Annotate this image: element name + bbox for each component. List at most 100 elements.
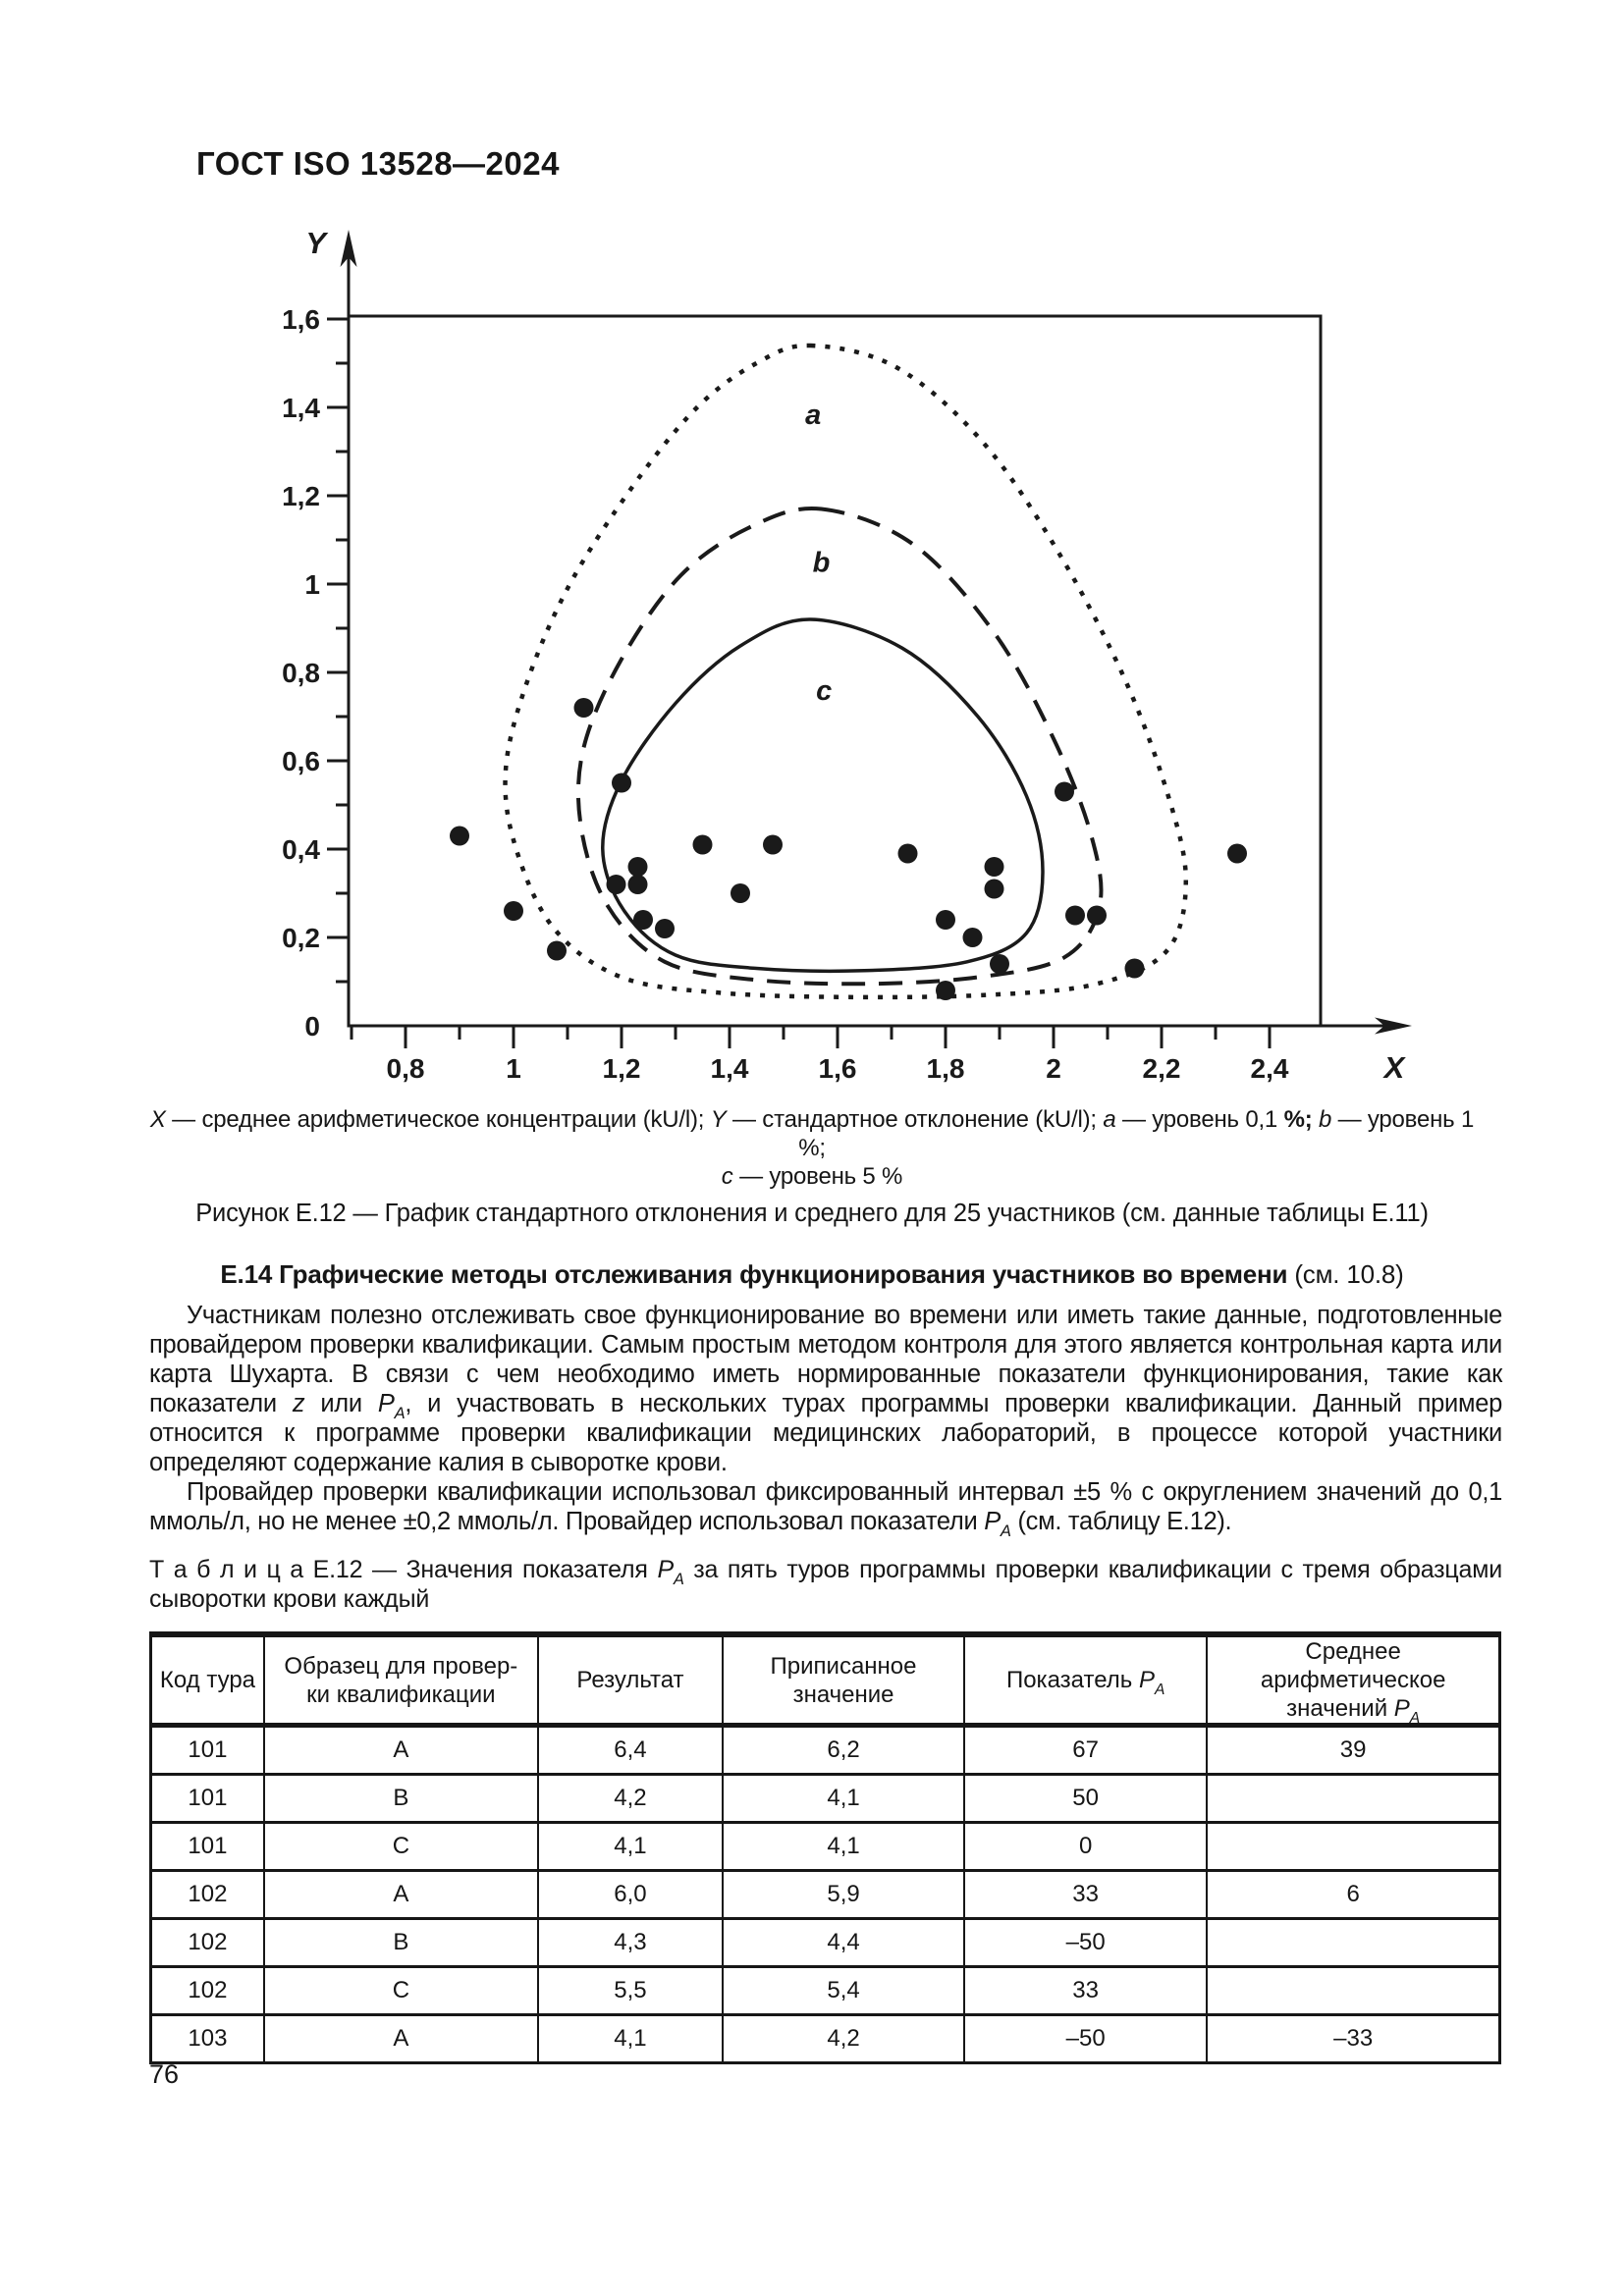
y-tick-label: 1,2 bbox=[282, 481, 320, 511]
table-cell: 6 bbox=[1206, 1869, 1501, 1920]
table-row: 102 C 5,5 5,4 33 bbox=[149, 1965, 1501, 2016]
table-cell: 6,4 bbox=[536, 1724, 725, 1776]
table-cell: A bbox=[262, 1724, 539, 1776]
data-point bbox=[1087, 905, 1107, 926]
figure-legend: X — среднее арифметическое концентрации … bbox=[135, 1105, 1489, 1191]
table-cell: 4,2 bbox=[536, 1773, 725, 1824]
table-cell: 4,1 bbox=[722, 1773, 965, 1824]
table-cell: A bbox=[262, 1869, 539, 1920]
table-cell: 33 bbox=[962, 1869, 1209, 1920]
table-cell: 4,1 bbox=[536, 2013, 725, 2064]
table-row: 103 A 4,1 4,2 –50 –33 bbox=[149, 2013, 1501, 2064]
table-header: Код тура Образец для провер-ки квалификац… bbox=[149, 1633, 1501, 1728]
table-cell: –33 bbox=[1206, 2013, 1501, 2064]
figure-title: Рисунок Е.12 — График стандартного откло… bbox=[195, 1200, 1429, 1227]
table-cell: 0 bbox=[962, 1821, 1209, 1872]
x-tick-label: 1,2 bbox=[603, 1053, 641, 1084]
figure-legend-line2: c — уровень 5 % bbox=[721, 1163, 903, 1190]
table-cell: –50 bbox=[962, 2013, 1209, 2064]
table-row: 102 A 6,0 5,9 33 6 bbox=[149, 1869, 1501, 1920]
data-point bbox=[655, 919, 675, 938]
table-cell: C bbox=[262, 1965, 539, 2016]
table-cell: 50 bbox=[962, 1773, 1209, 1824]
scatter-plot: 0 0,2 0,4 0,6 0,8 1 1,2 1,4 1,6 0,8 1 1,2 1,4 1,6 1,8 2… bbox=[282, 226, 1412, 1085]
data-point bbox=[1124, 958, 1145, 979]
figure-legend-line1: X — среднее арифметическое концентрации … bbox=[149, 1106, 1475, 1161]
contour-label-a: a bbox=[805, 400, 821, 431]
section-heading: Е.14 Графические методы отслеживания фун… bbox=[135, 1259, 1489, 1290]
contour-c bbox=[601, 617, 1045, 974]
table-cell: 4,1 bbox=[536, 1821, 725, 1872]
y-tick-label: 1,6 bbox=[282, 304, 320, 335]
y-tick-label: 0,2 bbox=[282, 923, 320, 953]
table-cell: 102 bbox=[149, 1869, 265, 1920]
table-caption: Т а б л и ц а Е.12 — Значения показателя… bbox=[149, 1556, 1502, 1613]
table-cell: 6,0 bbox=[536, 1869, 725, 1920]
table-e12: Код тура Образец для провер-ки квалификац… bbox=[149, 1631, 1501, 2064]
data-point bbox=[897, 843, 918, 864]
table-header-row: Код тура Образец для провер-ки квалификац… bbox=[149, 1633, 1501, 1728]
data-point bbox=[763, 834, 783, 855]
data-point bbox=[936, 981, 955, 1000]
data-point bbox=[1227, 843, 1247, 864]
y-tick-label: 1,4 bbox=[282, 393, 320, 423]
table-header-cell: Показатель PA bbox=[962, 1633, 1209, 1728]
x-tick-label: 2 bbox=[1046, 1053, 1061, 1084]
table-body: 101 A 6,4 6,2 67 39 101 B 4,2 4,1 50 101 C 4,1 4,1 0 102… bbox=[149, 1724, 1501, 2064]
x-tick-label: 1,8 bbox=[927, 1053, 965, 1084]
table-cell: 33 bbox=[962, 1965, 1209, 2016]
table-header-cell: Результат bbox=[536, 1633, 725, 1728]
x-tick-label: 0,8 bbox=[387, 1053, 425, 1084]
data-point bbox=[547, 940, 567, 961]
page-number: 76 bbox=[149, 2059, 180, 2089]
table-cell: 67 bbox=[962, 1724, 1209, 1776]
paragraph-2: Провайдер проверки квалификации использо… bbox=[149, 1478, 1502, 1540]
x-tick-label: 1,4 bbox=[711, 1053, 749, 1084]
table-cell: 6,2 bbox=[722, 1724, 965, 1776]
y-tick-label: 0 bbox=[304, 1011, 320, 1041]
table-row: 102 B 4,3 4,4 –50 bbox=[149, 1917, 1501, 1968]
contour-label-b: b bbox=[813, 548, 831, 579]
data-point bbox=[984, 857, 1004, 877]
table-cell: 4,3 bbox=[536, 1917, 725, 1968]
data-point bbox=[731, 883, 750, 903]
data-point bbox=[936, 910, 955, 930]
table-header-cell: Приписанное значение bbox=[722, 1633, 965, 1728]
y-tick-label: 1 bbox=[304, 569, 320, 600]
table-cell bbox=[1206, 1917, 1501, 1968]
table-row: 101 A 6,4 6,2 67 39 bbox=[149, 1724, 1501, 1776]
table-cell: 4,1 bbox=[722, 1821, 965, 1872]
y-tick-label: 0,6 bbox=[282, 746, 320, 776]
table-cell bbox=[1206, 1821, 1501, 1872]
x-tick-label: 1,6 bbox=[819, 1053, 857, 1084]
data-point bbox=[692, 834, 713, 855]
table-cell: B bbox=[262, 1773, 539, 1824]
data-point bbox=[627, 875, 648, 894]
x-axis-arrow bbox=[1375, 1017, 1412, 1035]
section-heading-bold: Е.14 Графические методы отслеживания фун… bbox=[220, 1259, 1288, 1289]
table-cell: 4,4 bbox=[722, 1917, 965, 1968]
data-point bbox=[504, 901, 523, 921]
table-cell: 101 bbox=[149, 1724, 265, 1776]
table-cell: C bbox=[262, 1821, 539, 1872]
table-cell: –50 bbox=[962, 1917, 1209, 1968]
table-cell: B bbox=[262, 1917, 539, 1968]
y-tick-label: 0,8 bbox=[282, 658, 320, 688]
data-point bbox=[573, 698, 594, 718]
section-heading-ref: (см. 10.8) bbox=[1287, 1259, 1404, 1289]
x-tick-label: 2,4 bbox=[1251, 1053, 1289, 1084]
paragraph-1: Участникам полезно отслеживать свое функ… bbox=[149, 1302, 1502, 1476]
document-header: ГОСТ ISO 13528—2024 bbox=[196, 145, 560, 182]
figure-e12-chart: 0 0,2 0,4 0,6 0,8 1 1,2 1,4 1,6 0,8 1 1,2 1,4 1,6 1,8 2… bbox=[137, 221, 1492, 1095]
y-axis-arrow bbox=[340, 230, 357, 267]
contour-a bbox=[503, 343, 1189, 1000]
table-cell: 103 bbox=[149, 2013, 265, 2064]
contour-label-c: c bbox=[816, 675, 832, 707]
table-row: 101 B 4,2 4,1 50 bbox=[149, 1773, 1501, 1824]
table-cell bbox=[1206, 1965, 1501, 2016]
table-header-cell: Код тура bbox=[149, 1633, 265, 1728]
table-cell: 4,2 bbox=[722, 2013, 965, 2064]
table-row: 101 C 4,1 4,1 0 bbox=[149, 1821, 1501, 1872]
y-tick-label: 0,4 bbox=[282, 834, 320, 865]
